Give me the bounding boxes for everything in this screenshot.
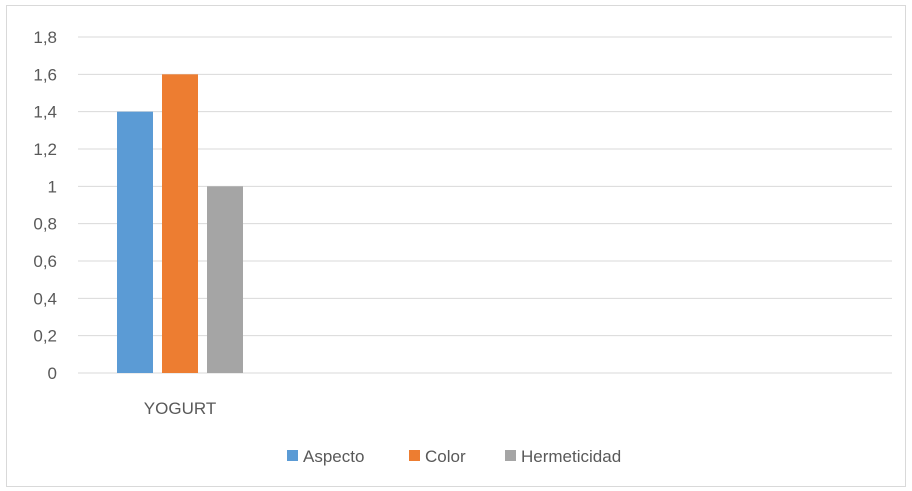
y-tick-label: 1,2 (33, 140, 57, 159)
bar-aspecto-yogurt (117, 111, 153, 374)
y-tick-label: 1,8 (33, 28, 57, 47)
bars (117, 74, 243, 374)
y-tick-label: 1,4 (33, 103, 57, 122)
y-tick-label: 1 (48, 177, 57, 196)
y-tick-label: 1,6 (33, 65, 57, 84)
y-tick-label: 0 (48, 364, 57, 383)
bar-color-yogurt (162, 74, 198, 373)
x-tick-label: YOGURT (144, 399, 216, 418)
gridlines (78, 36, 892, 374)
y-tick-label: 0,2 (33, 327, 57, 346)
legend-label-color: Color (425, 447, 466, 466)
x-axis-tick-labels: YOGURT (144, 399, 216, 418)
legend-label-hermeticidad: Hermeticidad (521, 447, 621, 466)
y-axis-tick-labels: 0 0,2 0,4 0,6 0,8 1 1,2 1,4 1,6 1,8 (33, 28, 57, 383)
legend-label-aspecto: Aspecto (303, 447, 364, 466)
y-tick-label: 0,8 (33, 215, 57, 234)
legend-swatch-hermeticidad (505, 450, 516, 461)
bar-hermeticidad-yogurt (207, 186, 243, 373)
legend-swatch-color (409, 450, 420, 461)
chart-frame (6, 5, 906, 487)
y-tick-label: 0,4 (33, 289, 57, 308)
legend-swatch-aspecto (287, 450, 298, 461)
legend: Aspecto Color Hermeticidad (287, 447, 621, 466)
y-tick-label: 0,6 (33, 252, 57, 271)
